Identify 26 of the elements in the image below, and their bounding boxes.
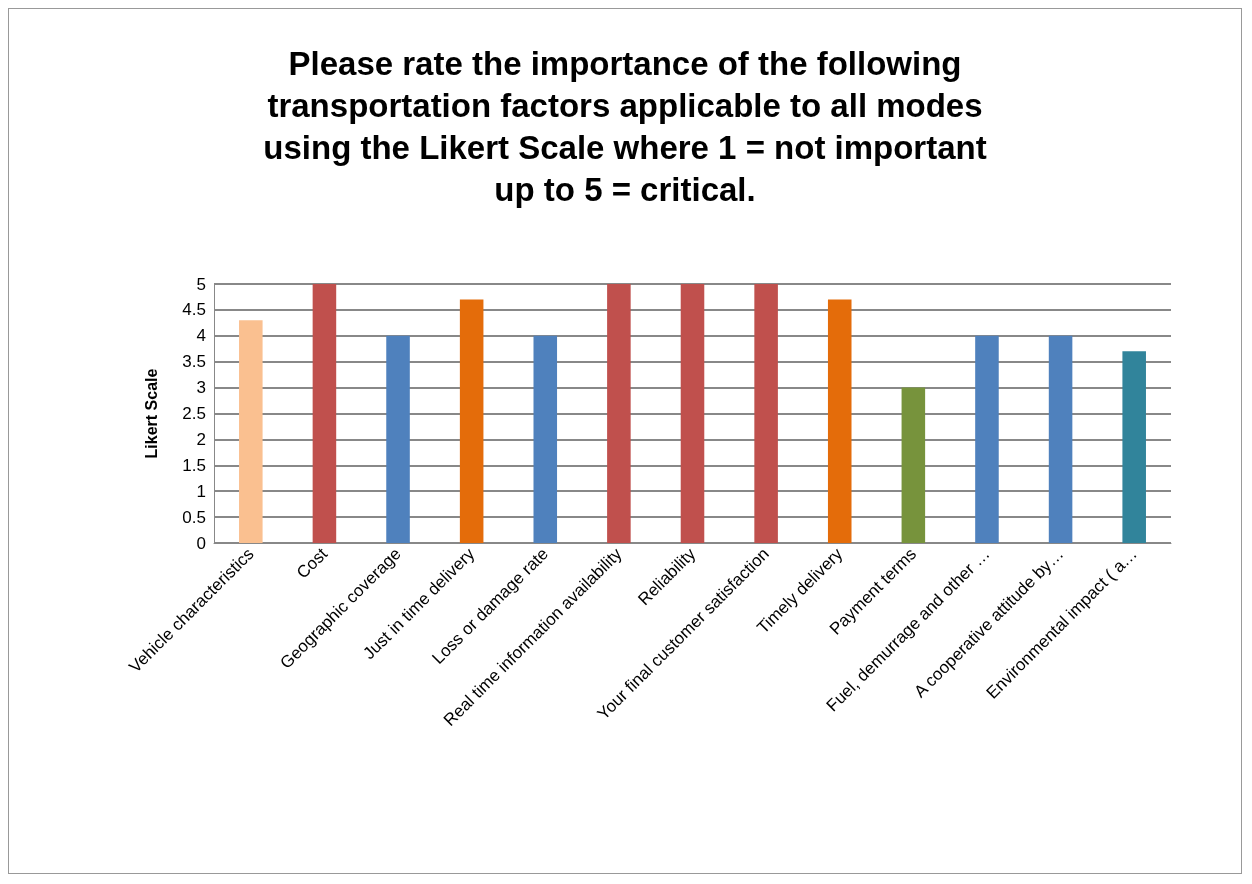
bar [312, 284, 337, 543]
y-tick-label: 2 [196, 429, 206, 449]
bar [239, 320, 263, 543]
y-tick-label: 5 [196, 274, 206, 294]
bar [754, 284, 778, 543]
y-axis-title: Likert Scale [142, 368, 160, 459]
bar [1048, 335, 1073, 543]
bar [975, 335, 999, 543]
chart-title: Please rate the importance of the following transportation factors applicable to all modes using the Likert Scale where 1 = not important up to 5 = critical. [263, 44, 987, 208]
y-tick-label: 0.5 [182, 507, 206, 527]
bar [901, 387, 926, 543]
y-tick-label: 1 [196, 481, 206, 501]
bar [459, 299, 484, 543]
bar [1122, 351, 1146, 543]
y-tick-label: 4.5 [182, 300, 206, 320]
y-tick-label: 0 [196, 533, 206, 553]
y-tick-label: 4 [196, 326, 206, 346]
y-tick-label: 3 [196, 378, 206, 398]
bar [533, 335, 558, 543]
bar [386, 335, 410, 543]
y-tick-label: 3.5 [182, 352, 206, 372]
y-tick-label: 1.5 [182, 455, 206, 475]
y-tick-label: 2.5 [182, 404, 206, 423]
bar [827, 299, 852, 543]
bar [607, 284, 631, 543]
bar [680, 284, 705, 543]
